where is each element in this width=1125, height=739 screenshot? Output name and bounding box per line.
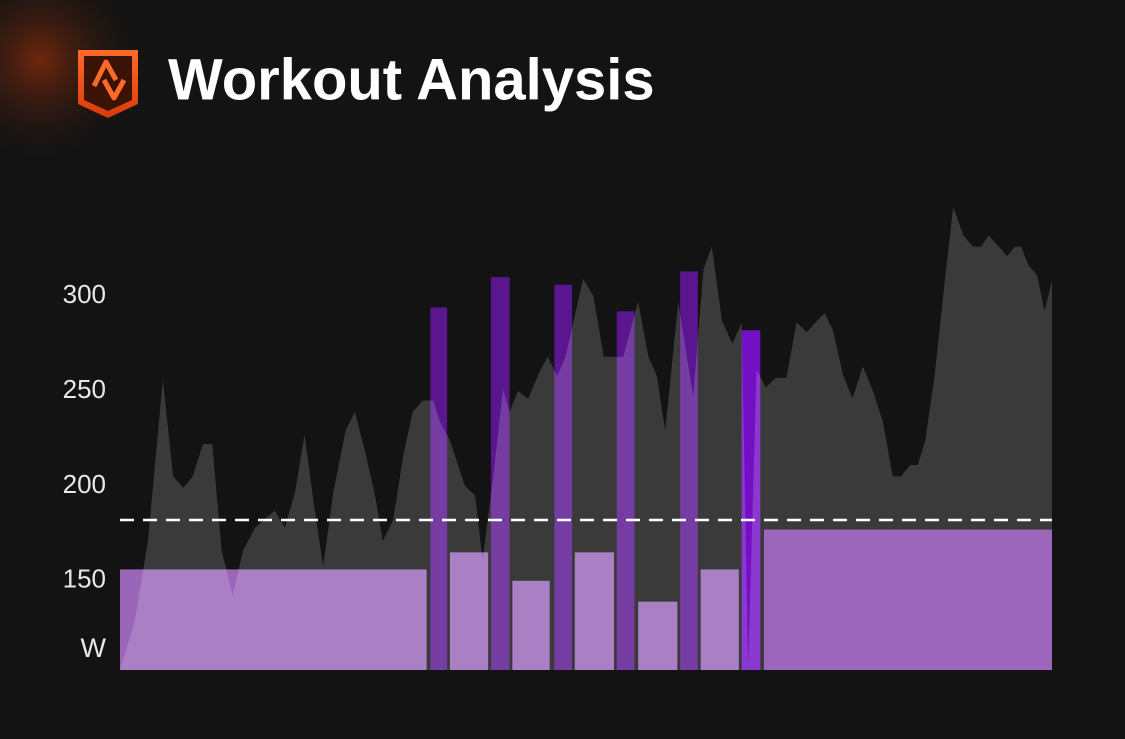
y-tick-label: 200 xyxy=(63,469,106,499)
interval-bar xyxy=(741,330,761,670)
glow xyxy=(0,0,150,170)
interval-bar xyxy=(764,529,1052,670)
interval-bar xyxy=(554,284,573,670)
y-tick-label: 250 xyxy=(63,374,106,404)
page-title: Workout Analysis xyxy=(168,47,655,112)
interval-bar xyxy=(574,552,614,670)
interval-bar xyxy=(616,311,635,670)
y-tick-label: 150 xyxy=(63,564,106,594)
app-icon xyxy=(78,50,138,118)
interval-bar xyxy=(512,580,550,670)
interval-bar xyxy=(700,569,739,670)
y-tick-label: 300 xyxy=(63,279,106,309)
interval-bar xyxy=(638,601,678,670)
power-area xyxy=(120,206,1052,671)
interval-bar xyxy=(680,271,698,670)
interval-bar xyxy=(490,277,510,670)
interval-bar xyxy=(449,552,489,670)
icon-mark xyxy=(91,59,127,101)
interval-bar xyxy=(120,569,427,670)
interval-bar xyxy=(430,307,448,670)
y-axis-label: W xyxy=(81,633,107,663)
